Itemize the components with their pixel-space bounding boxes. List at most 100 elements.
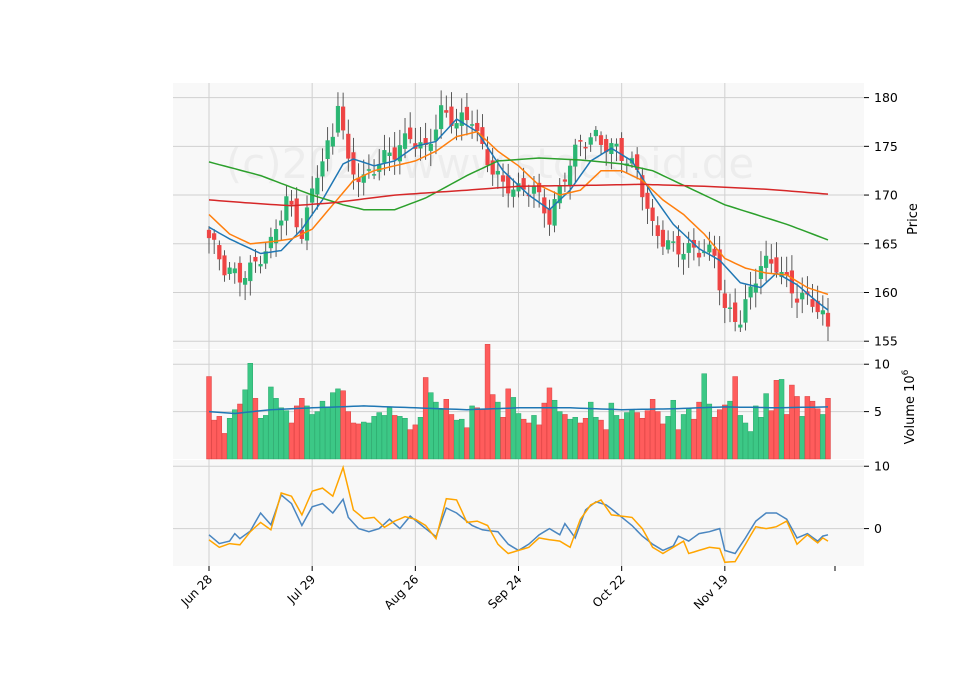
volume-bar	[273, 398, 279, 460]
volume-bar	[314, 411, 321, 460]
candle-body	[593, 129, 598, 137]
volume-ma-line	[208, 405, 829, 415]
volume-bar	[768, 410, 774, 460]
volume-bar	[345, 411, 351, 460]
price-ma-line	[208, 183, 829, 207]
candle-body	[769, 259, 774, 264]
volume-bar	[727, 400, 733, 460]
candle-body	[511, 189, 516, 197]
volume-bar	[691, 418, 697, 460]
candle-body	[263, 251, 268, 264]
candle-body	[371, 174, 377, 176]
candle-body	[273, 229, 279, 244]
candle-body	[258, 264, 263, 267]
volume-bar	[361, 421, 367, 460]
volume-bar	[649, 399, 656, 460]
candle-body	[552, 199, 557, 226]
volume-bar	[428, 392, 434, 460]
volume-bar	[293, 405, 300, 460]
candle-body	[815, 300, 820, 313]
candle-body	[676, 235, 681, 255]
volume-bar	[206, 376, 212, 460]
volume-bar	[397, 416, 403, 460]
volume-bar	[804, 396, 811, 460]
volume-bar	[541, 402, 547, 460]
volume-bar	[433, 401, 439, 460]
candle-body	[531, 185, 537, 194]
volume-bar	[613, 415, 620, 460]
volume-bar	[588, 401, 594, 460]
volume-bar	[814, 408, 821, 460]
volume-bar	[639, 417, 646, 460]
volume-bar	[252, 398, 259, 460]
candle-body	[408, 127, 413, 140]
candle-body	[325, 140, 330, 160]
volume-axis-label: Volume 106	[901, 369, 918, 444]
candle-body	[320, 161, 325, 177]
price-tick-label: 170	[874, 188, 898, 203]
candle-body	[686, 243, 691, 253]
candle-body	[366, 169, 372, 171]
candle-body	[753, 283, 758, 293]
candle-body	[774, 257, 779, 273]
x-tick-label: Aug 26	[381, 572, 421, 612]
candle-body	[650, 207, 655, 221]
oscillator-tick-label: 10	[874, 459, 890, 474]
candle-body	[800, 292, 805, 300]
volume-bar	[716, 409, 723, 460]
volume-bar	[257, 417, 264, 460]
volume-bar	[407, 429, 413, 460]
candle-body	[397, 145, 402, 162]
candle-body	[490, 160, 495, 175]
volume-bar	[459, 418, 465, 460]
x-tick-label: Oct 22	[590, 572, 628, 610]
candle-body	[459, 112, 464, 126]
volume-bar	[232, 409, 238, 460]
volume-bar	[593, 417, 599, 460]
volume-bars	[206, 344, 831, 460]
volume-bar	[299, 398, 305, 460]
volume-bar	[784, 414, 790, 460]
volume-bar	[618, 418, 625, 460]
volume-bar	[763, 393, 769, 460]
volume-bar	[747, 431, 754, 460]
volume-bar	[495, 401, 501, 460]
candle-body	[681, 253, 686, 260]
volume-bar	[675, 429, 682, 460]
candle-body	[671, 241, 676, 243]
volume-bar	[722, 404, 728, 460]
candle-body	[444, 110, 449, 113]
volume-bar	[221, 433, 228, 460]
candle-body	[614, 143, 619, 147]
volume-bar	[464, 427, 470, 460]
volume-bar	[366, 422, 372, 460]
candle-body	[212, 233, 217, 240]
volume-bar	[665, 416, 671, 460]
volume-bar	[350, 422, 357, 460]
volume-bar	[278, 407, 284, 460]
volume-bar	[603, 429, 609, 460]
volume-bar	[753, 405, 759, 460]
volume-bar	[515, 413, 522, 460]
volume-bar	[624, 412, 630, 460]
volume-bar	[216, 416, 223, 460]
x-tick-label: Nov 19	[691, 572, 731, 612]
candle-body	[717, 249, 722, 291]
volume-bar	[778, 379, 785, 460]
volume-bar	[263, 415, 269, 460]
candle-body	[619, 138, 624, 161]
volume-bar	[536, 424, 542, 460]
candle-body	[583, 146, 588, 149]
candle-body	[707, 244, 712, 253]
volume-bar	[701, 373, 707, 460]
volume-bar	[371, 416, 377, 460]
volume-bar	[211, 419, 217, 460]
volume-bar	[825, 398, 831, 460]
grid-lines	[173, 83, 864, 566]
candle-body	[279, 220, 284, 226]
candle-body	[733, 302, 738, 322]
volume-bar	[742, 422, 749, 460]
volume-axis-label-text: Volume 10	[903, 375, 918, 444]
candle-body	[738, 324, 743, 328]
volume-bar	[381, 415, 388, 460]
